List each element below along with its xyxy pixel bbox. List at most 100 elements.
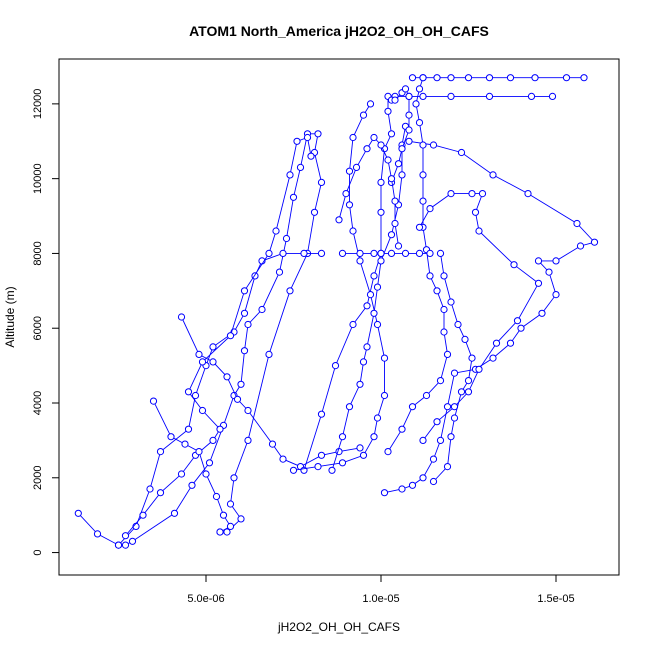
- data-point: [415, 119, 424, 127]
- series-line: [303, 95, 553, 471]
- data-point: [433, 418, 441, 426]
- series-2: [114, 249, 326, 549]
- data-point: [377, 257, 385, 265]
- series-3: [121, 133, 315, 540]
- data-point: [373, 320, 382, 329]
- data-point: [370, 133, 378, 142]
- data-point: [461, 335, 469, 343]
- data-point: [387, 130, 396, 138]
- data-point: [373, 414, 382, 422]
- series-line: [387, 77, 448, 452]
- data-point: [377, 141, 385, 149]
- data-point: [506, 74, 515, 82]
- data-point: [517, 324, 525, 332]
- data-point: [457, 388, 466, 396]
- data-point: [531, 74, 539, 82]
- data-point: [422, 391, 431, 400]
- series-layer: [74, 74, 599, 549]
- data-point: [552, 257, 560, 265]
- data-point: [492, 339, 501, 347]
- data-point: [415, 249, 424, 257]
- data-point: [373, 283, 382, 291]
- y-tick-label: 12000: [32, 89, 44, 120]
- data-point: [527, 92, 536, 101]
- data-point: [359, 111, 368, 119]
- data-point: [429, 141, 438, 149]
- y-axis-label: Altitude (m): [3, 286, 17, 347]
- data-point: [289, 466, 298, 474]
- data-point: [352, 163, 361, 171]
- data-point: [363, 302, 371, 310]
- data-point: [391, 219, 399, 228]
- data-point: [426, 205, 434, 213]
- data-point: [370, 433, 378, 441]
- plot-frame: [58, 58, 620, 576]
- data-point: [384, 156, 392, 164]
- data-point: [272, 227, 280, 235]
- data-point: [377, 208, 385, 216]
- data-point: [338, 249, 347, 257]
- series-15: [387, 85, 413, 186]
- series-line: [293, 103, 385, 471]
- data-point: [426, 249, 434, 257]
- data-point: [349, 133, 357, 142]
- data-point: [191, 391, 200, 400]
- series-line: [391, 88, 410, 183]
- data-point: [426, 272, 434, 280]
- data-point: [226, 332, 235, 340]
- x-axis-label: jH2O2_OH_OH_CAFS: [277, 620, 400, 634]
- data-point: [345, 201, 354, 209]
- data-point: [485, 74, 494, 82]
- data-point: [114, 541, 123, 549]
- data-point: [345, 403, 354, 411]
- x-tick-label: 1.5e-05: [537, 593, 574, 605]
- data-point: [401, 85, 410, 93]
- data-point: [489, 354, 497, 362]
- data-point: [331, 362, 340, 370]
- data-point: [454, 320, 462, 329]
- data-point: [146, 485, 154, 493]
- data-point: [188, 481, 196, 489]
- data-point: [377, 249, 385, 257]
- data-point: [447, 92, 455, 101]
- data-point: [363, 343, 371, 351]
- data-point: [419, 141, 427, 149]
- data-point: [419, 92, 427, 101]
- data-point: [356, 380, 364, 388]
- data-point: [244, 406, 252, 415]
- data-point: [303, 133, 312, 142]
- data-point: [443, 463, 452, 471]
- series-line: [118, 252, 322, 546]
- x-tick-label: 1.0e-05: [362, 593, 399, 605]
- data-point: [398, 485, 406, 493]
- data-point: [310, 208, 319, 216]
- data-point: [359, 358, 368, 366]
- series-line: [384, 140, 596, 494]
- data-point: [275, 268, 284, 276]
- data-point: [475, 365, 483, 373]
- data-point: [328, 466, 336, 474]
- data-point: [349, 320, 357, 329]
- y-tick-label: 2000: [32, 466, 44, 490]
- data-point: [415, 85, 424, 93]
- data-point: [405, 92, 413, 101]
- data-point: [268, 440, 277, 448]
- data-point: [447, 433, 455, 441]
- data-point: [223, 373, 231, 381]
- data-point: [387, 175, 396, 183]
- data-point: [377, 178, 385, 186]
- data-point: [552, 291, 560, 299]
- data-point: [457, 148, 466, 157]
- data-point: [223, 528, 231, 536]
- data-point: [198, 406, 207, 415]
- x-axis: 5.0e-06 1.0e-05 1.5e-05: [187, 575, 575, 605]
- data-point: [244, 436, 252, 444]
- data-point: [219, 511, 228, 519]
- data-point: [419, 74, 427, 82]
- data-point: [370, 309, 378, 317]
- data-point: [548, 92, 557, 101]
- data-point: [387, 249, 396, 257]
- data-point: [363, 145, 371, 153]
- data-point: [436, 436, 445, 444]
